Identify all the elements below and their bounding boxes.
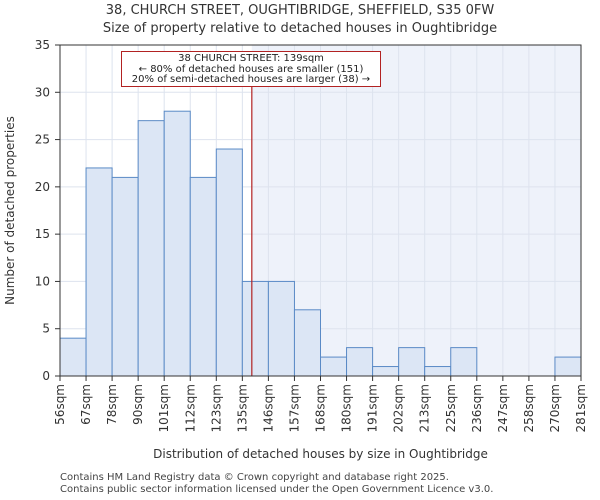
x-tick-label-202sqm: 202sqm (392, 384, 406, 432)
annotation-line-2: ← 80% of detached houses are smaller (15… (138, 63, 364, 75)
x-tick-label-213sqm: 213sqm (418, 384, 432, 432)
y-tick-label: 25 (35, 133, 50, 147)
x-tick-labels: 56sqm 67sqm 78sqm 90sqm 101sqm 112sqm 123sqm 13… (53, 376, 588, 432)
x-tick-label-191sqm: 191sqm (366, 384, 380, 432)
bar-270sqm (554, 356, 582, 377)
footer-line-1: Contains HM Land Registry data © Crown c… (60, 472, 449, 483)
bar-225sqm (450, 347, 478, 377)
annotation-line-3: 20% of semi-detached houses are larger (… (131, 74, 371, 85)
x-tick-label-168sqm: 168sqm (314, 384, 328, 432)
y-tick-label: 35 (35, 38, 50, 52)
y-tick-label: 5 (42, 322, 50, 336)
bar-168sqm (320, 356, 348, 377)
bar-202sqm (398, 347, 426, 377)
x-tick-label-135sqm: 135sqm (235, 384, 249, 432)
chart-subtitle: Size of property relative to detached ho… (102, 21, 498, 36)
y-tick-labels: 0 5 10 15 20 25 30 35 (35, 38, 60, 383)
bar-78sqm (111, 176, 139, 377)
x-tick-label-225sqm: 225sqm (444, 384, 458, 432)
x-tick-label-112sqm: 112sqm (183, 384, 197, 432)
bar-180sqm (346, 347, 374, 377)
x-tick-label-180sqm: 180sqm (340, 384, 354, 432)
bar-146sqm (267, 280, 295, 377)
footer-line-2: Contains public sector information licen… (60, 484, 494, 495)
bar-191sqm (372, 366, 400, 377)
y-tick-label: 10 (35, 274, 50, 288)
x-axis-label: Distribution of detached houses by size … (153, 447, 488, 461)
x-tick-label-56sqm: 56sqm (53, 384, 67, 425)
x-tick-label-247sqm: 247sqm (496, 384, 510, 432)
y-axis-label: Number of detached properties (3, 116, 17, 305)
x-tick-label-146sqm: 146sqm (261, 384, 275, 432)
bar-101sqm (163, 110, 191, 377)
x-tick-label-270sqm: 270sqm (548, 384, 562, 432)
bar-157sqm (293, 309, 322, 377)
x-tick-label-157sqm: 157sqm (287, 384, 301, 432)
bar-90sqm (137, 120, 165, 377)
x-tick-label-258sqm: 258sqm (522, 384, 536, 432)
bar-67sqm (85, 167, 113, 377)
property-annotation: 38 CHURCH STREET: 139sqm ← 80% of detach… (121, 51, 381, 87)
y-tick-label: 30 (35, 85, 50, 99)
x-tick-label-123sqm: 123sqm (209, 384, 223, 432)
bar-213sqm (424, 366, 452, 377)
x-tick-label-236sqm: 236sqm (470, 384, 484, 432)
y-tick-label: 20 (35, 180, 50, 194)
bar-135sqm (241, 280, 269, 377)
bar-56sqm (59, 337, 87, 377)
annotation-line-1: 38 CHURCH STREET: 139sqm (178, 53, 324, 64)
bar-112sqm (189, 176, 217, 377)
x-tick-label-78sqm: 78sqm (105, 384, 119, 425)
x-tick-label-281sqm: 281sqm (574, 384, 588, 432)
x-tick-label-67sqm: 67sqm (79, 384, 93, 425)
y-tick-label: 0 (42, 369, 50, 383)
x-tick-label-90sqm: 90sqm (131, 384, 145, 425)
bar-123sqm (215, 148, 243, 377)
x-tick-label-101sqm: 101sqm (157, 384, 171, 432)
chart-title: 38, CHURCH STREET, OUGHTIBRIDGE, SHEFFIE… (105, 3, 495, 18)
y-tick-label: 15 (35, 227, 50, 241)
bars (59, 110, 582, 377)
